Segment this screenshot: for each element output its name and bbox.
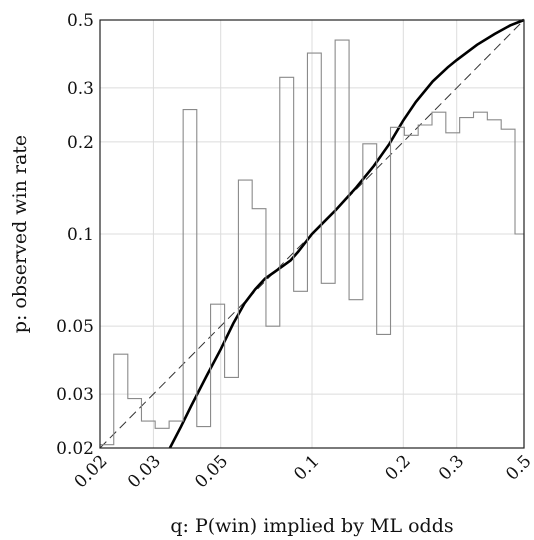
y-tick-labels: 0.02 0.03 0.05 0.1 0.2 0.3 0.5 <box>56 11 94 459</box>
histogram-steps <box>99 39 525 448</box>
y-axis-label: p: observed win rate <box>9 135 31 333</box>
x-tick-label: 0.1 <box>290 451 323 484</box>
x-tick-label: 0.3 <box>435 451 468 484</box>
x-axis-label: q: P(win) implied by ML odds <box>170 515 453 537</box>
x-tick-label: 0.5 <box>502 451 534 484</box>
x-tick-label: 0.05 <box>191 451 232 492</box>
x-tick-label: 0.03 <box>124 451 165 492</box>
y-tick-label: 0.3 <box>67 79 94 99</box>
x-tick-label: 0.2 <box>382 451 415 484</box>
y-tick-label: 0.5 <box>67 11 94 31</box>
calibration-curve <box>168 18 525 449</box>
x-tick-labels: 0.02 0.03 0.05 0.1 0.2 0.3 0.5 <box>71 451 534 492</box>
y-tick-label: 0.02 <box>56 439 94 459</box>
y-tick-label: 0.1 <box>67 225 94 245</box>
plot-marks <box>99 18 525 449</box>
y-tick-label: 0.05 <box>56 317 94 337</box>
y-tick-label: 0.03 <box>56 385 94 405</box>
plot-frame <box>99 19 525 449</box>
y-tick-label: 0.2 <box>67 133 94 153</box>
